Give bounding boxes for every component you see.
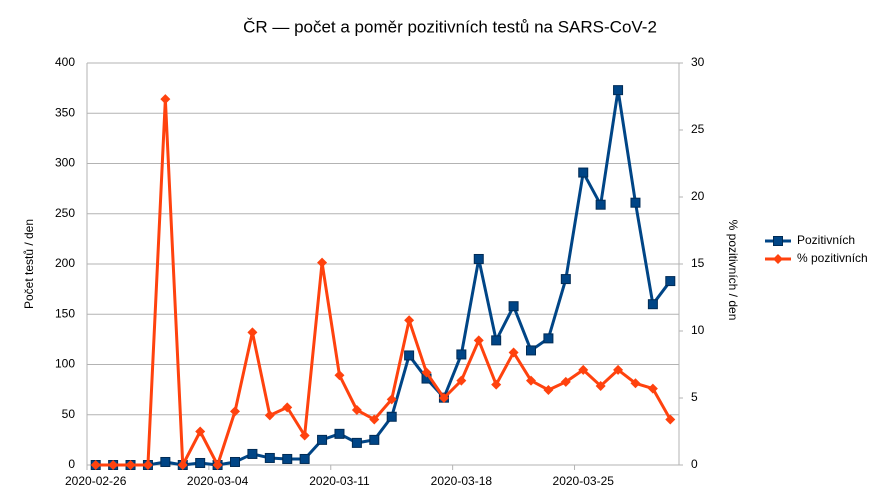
data-point [230, 406, 240, 417]
data-point [282, 453, 293, 464]
y2-tick-label: 10 [691, 323, 705, 337]
data-point [299, 453, 310, 464]
data-point [421, 367, 432, 378]
y2-tick-label: 15 [691, 256, 705, 270]
x-tick-label: 2020-03-25 [553, 474, 615, 488]
series-line [95, 97, 672, 467]
y-tick-label: 250 [55, 206, 75, 220]
data-point [491, 335, 502, 346]
data-point [351, 437, 362, 448]
data-point [142, 460, 153, 470]
data-point [630, 378, 641, 389]
x-tick-label: 2020-03-11 [309, 474, 370, 488]
data-point [647, 383, 658, 394]
series-line [95, 88, 672, 467]
y-tick-label: 150 [55, 306, 75, 320]
data-point [317, 257, 328, 268]
data-point [230, 456, 240, 467]
data-point [595, 380, 606, 391]
data-point [160, 456, 171, 467]
x-tick-label: 2020-03-18 [431, 474, 493, 488]
data-point [630, 197, 641, 208]
y2-tick-label: 20 [691, 189, 705, 203]
data-point [369, 414, 380, 425]
data-point [404, 350, 415, 361]
data-point [386, 411, 397, 422]
data-point [578, 167, 589, 178]
legend-label: % pozitivních [797, 251, 868, 265]
y-tick-label: 200 [55, 256, 75, 270]
legend-label: Pozitivních [797, 233, 855, 247]
legend-marker [773, 236, 783, 246]
data-point [526, 375, 536, 386]
data-point [317, 434, 328, 445]
data-point [247, 327, 258, 338]
data-point [647, 299, 658, 310]
y-tick-label: 50 [62, 407, 76, 421]
data-point [543, 333, 554, 344]
data-point [456, 349, 467, 360]
data-point [404, 315, 415, 326]
data-point [195, 457, 206, 468]
data-point [665, 276, 676, 287]
data-point [264, 452, 275, 463]
data-point [473, 335, 484, 346]
data-point [665, 414, 676, 425]
y2-tick-label: 30 [691, 55, 705, 69]
data-point [386, 394, 397, 405]
data-point [526, 345, 536, 356]
data-point [212, 460, 223, 470]
y2-tick-label: 5 [691, 390, 698, 404]
y2-axis-label: % pozitivních / den [726, 220, 740, 321]
data-point [613, 85, 624, 96]
data-point [334, 370, 345, 381]
data-point [160, 94, 171, 105]
data-point [456, 375, 467, 386]
data-point [508, 347, 519, 358]
data-point [595, 199, 606, 210]
data-point [543, 384, 554, 395]
legend-marker [773, 254, 783, 264]
data-point [299, 430, 310, 441]
data-point [473, 253, 484, 264]
data-point [264, 410, 275, 421]
data-point [613, 364, 624, 375]
data-point [560, 274, 571, 285]
data-point [578, 364, 589, 375]
x-tick-label: 2020-02-26 [65, 474, 127, 488]
y-axis-label: Počet testů / den [22, 219, 36, 309]
data-point [282, 402, 293, 413]
y-tick-label: 350 [55, 105, 75, 119]
data-point [195, 426, 206, 437]
y-tick-label: 0 [68, 457, 75, 471]
x-tick-label: 2020-03-04 [187, 474, 249, 488]
data-point [177, 460, 188, 470]
data-point [108, 460, 119, 470]
data-point [334, 428, 345, 439]
data-point [369, 434, 380, 445]
data-point [351, 405, 362, 416]
y-tick-label: 100 [55, 357, 75, 371]
data-point [438, 393, 449, 403]
y2-tick-label: 0 [691, 457, 698, 471]
chart-title: ČR — počet a poměr pozitivních testů na … [243, 17, 657, 36]
y-tick-label: 300 [55, 156, 75, 170]
data-point [491, 379, 502, 390]
data-point [508, 301, 519, 312]
y2-tick-label: 25 [691, 122, 705, 136]
data-point [247, 448, 258, 459]
data-point [125, 460, 136, 470]
data-point [560, 376, 571, 387]
data-point [90, 460, 101, 470]
y-tick-label: 400 [55, 55, 75, 69]
